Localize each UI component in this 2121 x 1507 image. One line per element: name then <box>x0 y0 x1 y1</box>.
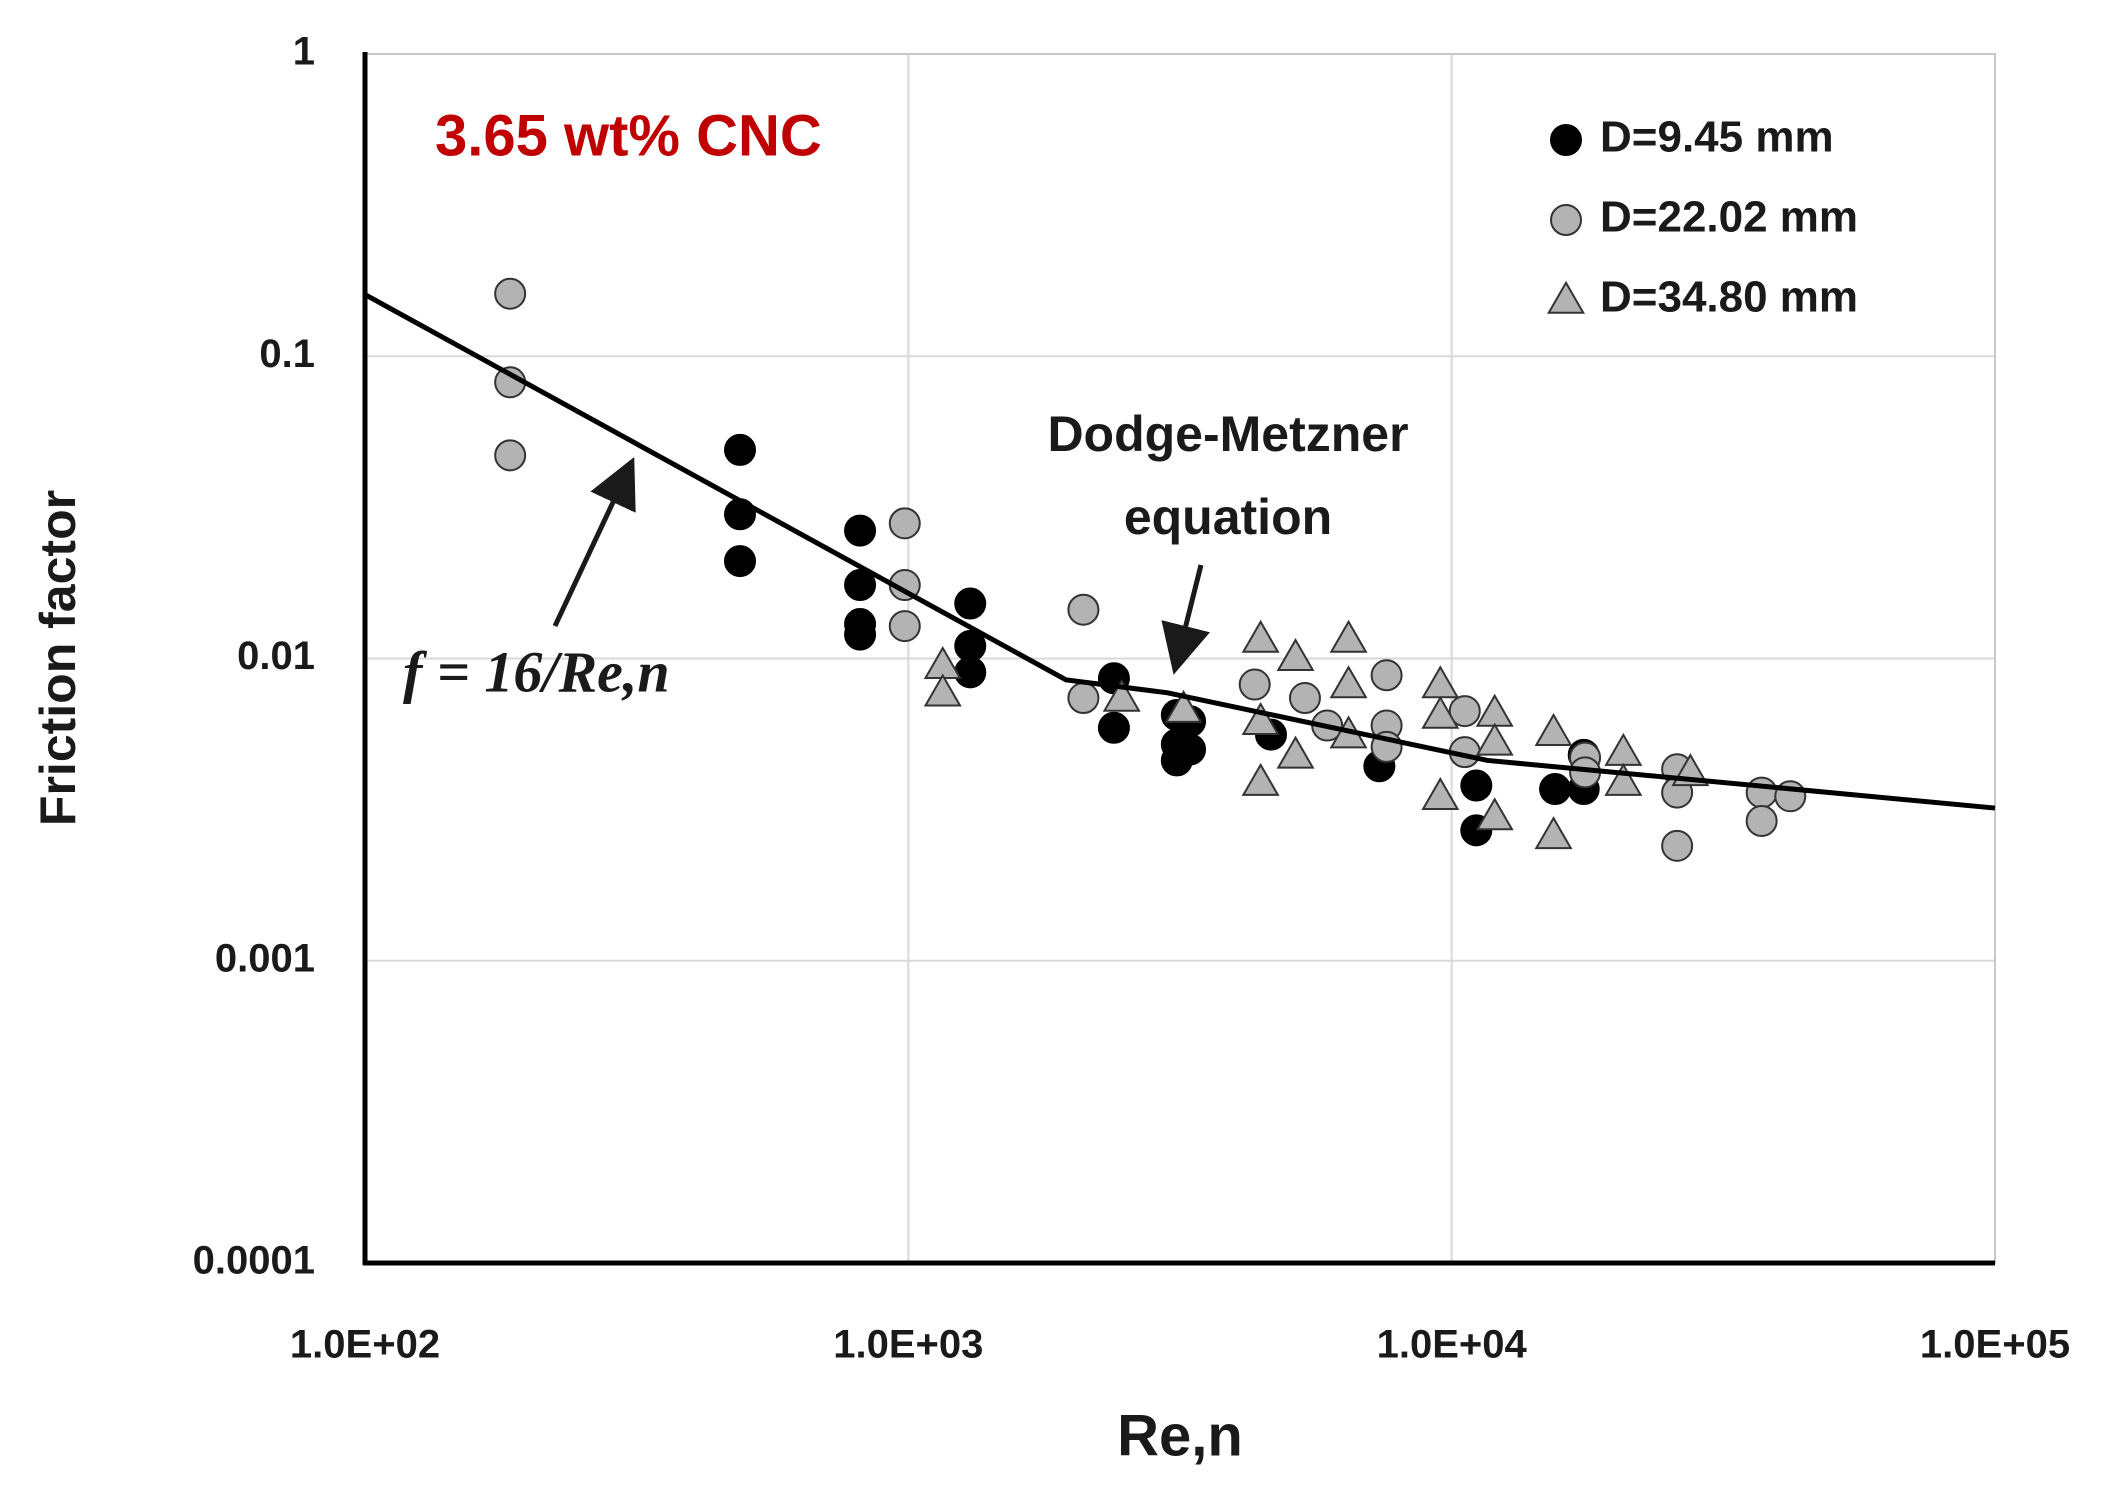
data-point <box>1288 682 1321 715</box>
annotation: equation <box>1124 489 1332 545</box>
data-point <box>1241 762 1280 796</box>
data-point <box>1097 711 1130 744</box>
arrow <box>1161 564 1210 675</box>
data-point <box>1329 619 1368 653</box>
data-point <box>1276 637 1315 671</box>
y-tick-label: 0.0001 <box>193 1239 315 1283</box>
data-point <box>724 545 757 578</box>
data-point <box>1534 816 1573 850</box>
x-tick-label: 1.0E+02 <box>290 1323 440 1367</box>
data-point <box>844 569 877 602</box>
fit-line <box>363 292 1996 811</box>
y-tick-label: 1 <box>293 30 315 74</box>
data-point <box>954 587 987 620</box>
data-point <box>1460 769 1493 802</box>
legend-marker <box>1547 280 1585 314</box>
data-point <box>888 507 921 540</box>
data-point <box>1067 682 1100 715</box>
data-point <box>1604 762 1643 796</box>
data-point <box>1164 689 1203 723</box>
legend-marker <box>1550 124 1582 156</box>
legend-label: D=9.45 mm <box>1600 113 1834 162</box>
data-point <box>1067 593 1100 626</box>
legend-label: D=22.02 mm <box>1600 193 1858 242</box>
data-point <box>1276 735 1315 769</box>
legend-label: D=34.80 mm <box>1600 273 1858 322</box>
data-point <box>1370 659 1403 692</box>
arrow <box>552 456 636 628</box>
x-axis-title: Re,n <box>1117 1403 1243 1468</box>
data-point <box>494 277 527 310</box>
data-point <box>1475 797 1514 831</box>
annotation: 3.65 wt% CNC <box>435 103 822 168</box>
data-point <box>1475 722 1514 756</box>
data-point <box>844 514 877 547</box>
data-point <box>1475 693 1514 727</box>
data-point <box>1745 804 1778 837</box>
data-point <box>1160 728 1193 761</box>
y-tick-label: 0.01 <box>237 634 315 678</box>
data-point <box>1421 777 1460 811</box>
x-tick-label: 1.0E+04 <box>1377 1323 1528 1367</box>
data-point <box>1534 713 1573 747</box>
x-tick-label: 1.0E+05 <box>1920 1323 2070 1367</box>
data-point <box>1329 665 1368 699</box>
x-tick-label: 1.0E+03 <box>833 1323 983 1367</box>
data-point <box>1661 829 1694 862</box>
data-point <box>1238 668 1271 701</box>
data-point <box>1539 773 1572 806</box>
data-point <box>1421 695 1460 729</box>
data-point <box>844 618 877 651</box>
data-point <box>1448 695 1481 728</box>
data-point <box>923 645 962 679</box>
data-point <box>1102 678 1141 712</box>
data-point <box>1745 776 1778 809</box>
data-point <box>494 439 527 472</box>
data-point <box>954 656 987 689</box>
y-tick-label: 0.001 <box>215 936 315 980</box>
data-point <box>923 673 962 707</box>
data-point <box>1241 701 1280 735</box>
data-point <box>888 610 921 643</box>
data-point <box>1241 619 1280 653</box>
data-point <box>1604 732 1643 766</box>
legend-marker <box>1550 204 1582 236</box>
formula: f = 16/Re,n <box>403 639 670 704</box>
annotation: Dodge-Metzner <box>1047 406 1408 462</box>
y-axis-title: Friction factor <box>30 490 86 826</box>
y-tick-label: 0.1 <box>259 332 315 376</box>
data-point <box>724 433 757 466</box>
